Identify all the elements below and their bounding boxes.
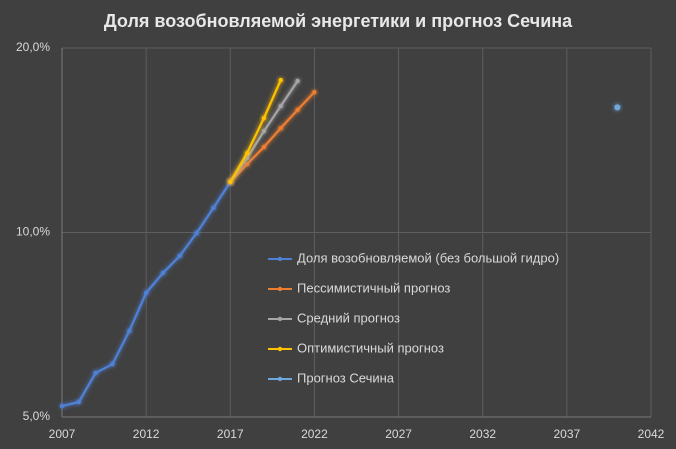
data-point xyxy=(228,179,233,185)
legend-label: Пессимистичный прогноз xyxy=(297,280,450,295)
legend-marker xyxy=(277,376,283,382)
series-line xyxy=(229,91,316,183)
x-tick-label: 2042 xyxy=(638,427,665,441)
data-point xyxy=(59,403,65,409)
legend-label: Прогноз Сечина xyxy=(297,370,395,385)
legend-label: Оптимистичный прогноз xyxy=(297,340,444,355)
data-point xyxy=(244,150,250,156)
x-tick-label: 2037 xyxy=(554,427,581,441)
legend-marker xyxy=(277,256,283,262)
legend-label: Средний прогноз xyxy=(297,310,400,325)
x-tick-label: 2017 xyxy=(217,427,244,441)
data-point xyxy=(127,328,132,334)
legend-marker xyxy=(277,286,283,292)
data-point xyxy=(261,144,267,150)
data-point xyxy=(177,253,182,259)
legend-marker xyxy=(277,316,283,322)
data-point xyxy=(110,361,115,367)
data-point xyxy=(278,77,283,83)
data-point xyxy=(278,125,283,131)
data-point xyxy=(278,103,283,109)
data-point xyxy=(261,115,267,121)
data-point xyxy=(244,161,250,167)
data-point xyxy=(93,370,98,376)
y-tick-label: 20,0% xyxy=(16,40,50,54)
data-point xyxy=(194,230,199,236)
y-tick-label: 10,0% xyxy=(16,225,50,239)
data-point xyxy=(76,399,82,405)
data-point xyxy=(295,78,300,84)
x-tick-label: 2007 xyxy=(49,427,76,441)
data-point xyxy=(143,290,149,296)
data-point xyxy=(614,104,621,111)
data-point xyxy=(295,107,300,113)
x-tick-label: 2022 xyxy=(301,427,328,441)
data-point xyxy=(261,128,267,134)
data-point xyxy=(160,270,166,276)
x-tick-label: 2032 xyxy=(469,427,496,441)
x-tick-label: 2027 xyxy=(385,427,412,441)
y-tick-label: 5,0% xyxy=(23,409,51,423)
data-point xyxy=(211,205,216,211)
x-tick-label: 2012 xyxy=(133,427,160,441)
series-line xyxy=(229,79,282,183)
data-point xyxy=(312,89,317,95)
legend-label: Доля возобновляемой (без большой гидро) xyxy=(297,250,559,265)
legend-marker xyxy=(277,346,283,352)
chart-title: Доля возобновляемой энергетики и прогноз… xyxy=(104,11,573,31)
